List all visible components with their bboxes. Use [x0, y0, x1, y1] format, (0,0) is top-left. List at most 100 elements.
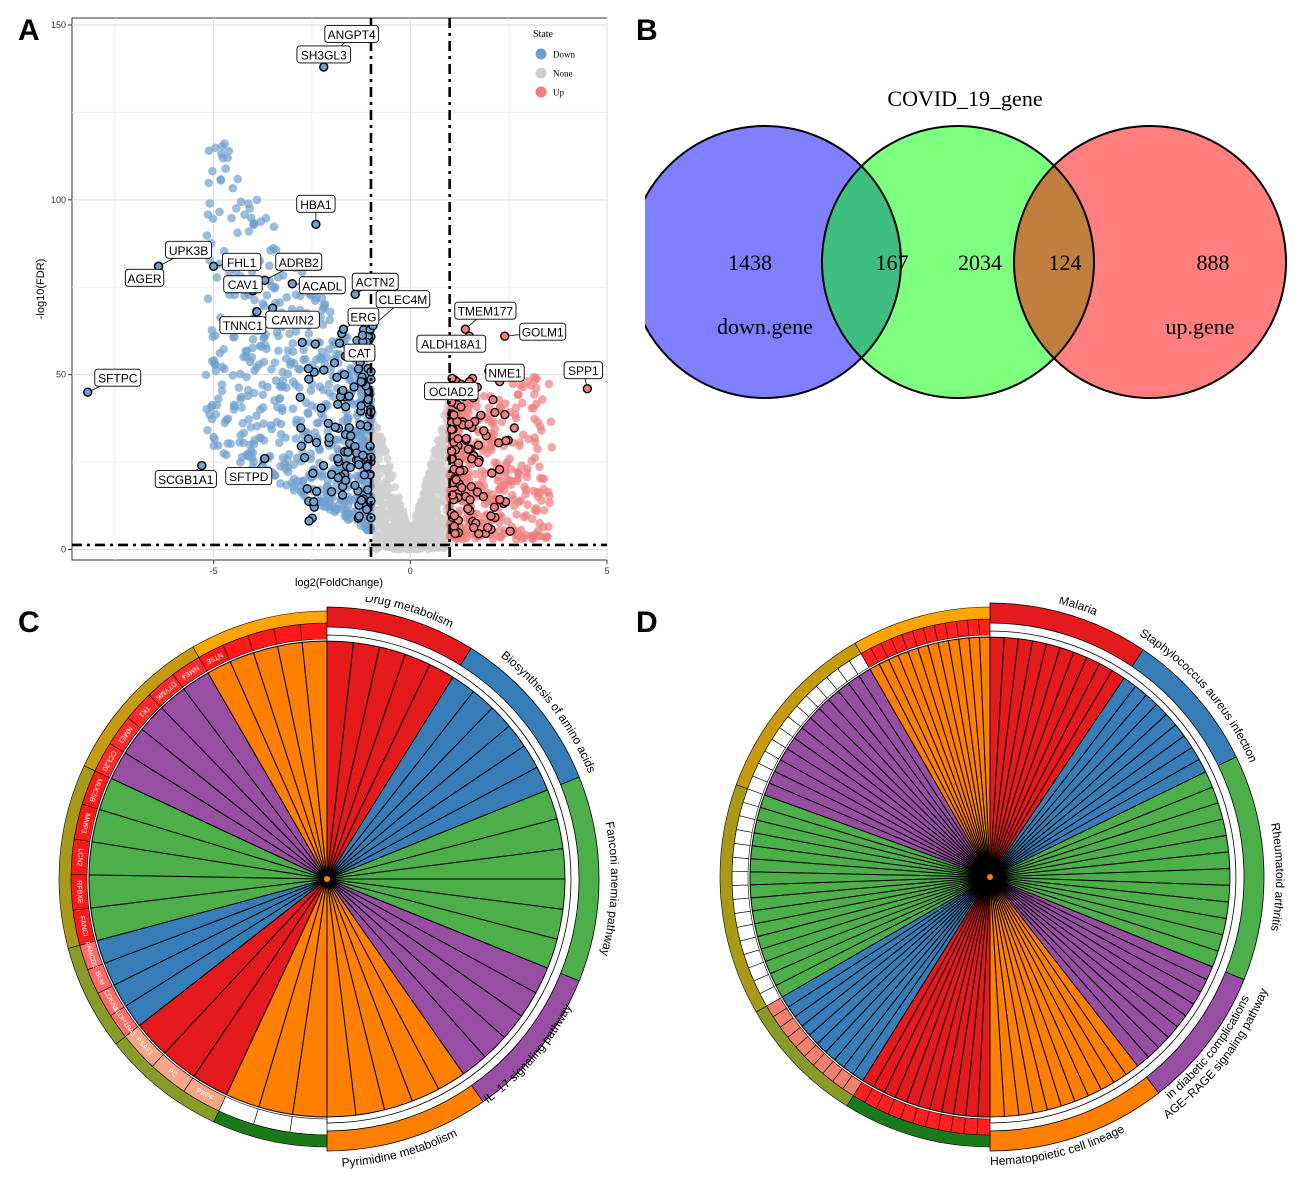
- point-down-highlight: [311, 486, 322, 496]
- point-down-highlight: [296, 423, 306, 433]
- point-down: [318, 320, 328, 329]
- gene-point: [83, 387, 93, 397]
- gene-point: [582, 383, 593, 394]
- point-down: [274, 331, 283, 341]
- point-up: [496, 532, 506, 542]
- point-up: [513, 389, 523, 399]
- point-down: [227, 213, 236, 223]
- volcano-plot: ANGPT4 SH3GL3 HBA1 UPK3B AGER FHL1 ADRB2 ACTN2 A…: [35, 17, 610, 589]
- gene-label-box: [221, 252, 262, 271]
- point-down-highlight: [333, 399, 343, 409]
- point-down-highlight: [356, 495, 366, 505]
- gene-cell: [731, 856, 750, 873]
- point-down: [288, 404, 298, 413]
- gene-label: CAVIN2: [271, 314, 314, 328]
- point-up-highlight: [446, 424, 457, 435]
- point-down: [250, 295, 259, 305]
- point-down: [231, 204, 241, 213]
- point-down-highlight: [296, 441, 306, 451]
- venn-set-covid: [822, 126, 1094, 398]
- point-up-highlight: [464, 419, 474, 429]
- point-down: [320, 300, 330, 309]
- point-down-highlight: [330, 422, 340, 432]
- point-none: [439, 466, 448, 475]
- point-down: [210, 331, 220, 340]
- point-none: [429, 453, 438, 462]
- gene-cell: [731, 884, 750, 900]
- point-up-highlight: [494, 464, 505, 475]
- point-up: [515, 438, 524, 447]
- legend-entry: Up: [553, 88, 564, 98]
- point-down: [258, 390, 268, 399]
- point-up-highlight: [463, 504, 473, 514]
- point-down: [263, 382, 272, 392]
- point-none: [429, 477, 438, 486]
- point-up: [464, 408, 473, 417]
- point-up: [531, 375, 540, 385]
- point-up-highlight: [489, 502, 500, 512]
- point-down-highlight: [304, 374, 314, 384]
- point-down: [278, 382, 287, 392]
- point-down: [306, 386, 316, 396]
- point-down: [214, 394, 223, 403]
- point-down: [228, 183, 238, 193]
- point-down: [201, 370, 211, 380]
- point-down-highlight: [311, 437, 322, 448]
- point-down: [284, 449, 294, 459]
- gene-name: FANCI: [78, 916, 89, 938]
- point-none: [413, 512, 422, 521]
- point-down: [347, 496, 357, 505]
- gene-label-box: [225, 467, 273, 486]
- x-tick-label: 5: [604, 566, 609, 576]
- point-down: [325, 307, 335, 317]
- point-down: [217, 362, 227, 372]
- point-up: [545, 491, 554, 501]
- point-down: [304, 329, 314, 338]
- gene-label: ERG: [350, 311, 376, 325]
- gene-point: [338, 324, 349, 334]
- legend-entry: None: [553, 69, 573, 79]
- point-none: [379, 480, 388, 489]
- gene-cell: [955, 619, 970, 638]
- point-none: [406, 532, 415, 541]
- point-down: [228, 370, 238, 380]
- point-none: [439, 493, 448, 502]
- point-down: [216, 175, 226, 184]
- point-down: [236, 395, 245, 404]
- point-none: [374, 432, 383, 441]
- venn-set-down: [645, 126, 901, 398]
- venn-outline-covid: [821, 125, 1095, 399]
- point-down-highlight: [329, 358, 340, 368]
- point-up-highlight: [487, 468, 497, 478]
- gene-label: CAV1: [228, 278, 259, 292]
- point-down-highlight: [339, 369, 350, 380]
- gene-label-box: [324, 25, 379, 43]
- point-down-highlight: [332, 372, 342, 383]
- point-down: [276, 479, 285, 488]
- venn-count-covid-up: 124: [1049, 250, 1082, 275]
- gene-cell: [963, 1117, 979, 1135]
- point-down: [265, 261, 274, 271]
- gene-label-box: [94, 368, 142, 387]
- point-up: [533, 531, 543, 541]
- point-down: [270, 283, 279, 293]
- point-up-highlight: [453, 434, 463, 444]
- point-up: [487, 418, 497, 428]
- gene-label-box: [154, 470, 217, 489]
- point-down: [202, 231, 212, 240]
- gene-label: SPP1: [568, 364, 599, 378]
- point-down: [276, 430, 286, 439]
- point-none: [401, 516, 410, 525]
- point-up: [547, 442, 556, 452]
- point-up: [512, 476, 522, 486]
- point-down-highlight: [349, 382, 359, 392]
- point-up: [479, 391, 489, 401]
- point-down-highlight: [354, 459, 364, 470]
- point-down: [226, 439, 235, 448]
- point-down: [266, 246, 275, 255]
- point-none: [373, 532, 382, 541]
- point-down: [208, 166, 217, 176]
- panel-label-b: B: [636, 14, 658, 47]
- y-tick-label: 150: [51, 20, 66, 30]
- point-down-highlight: [344, 423, 354, 433]
